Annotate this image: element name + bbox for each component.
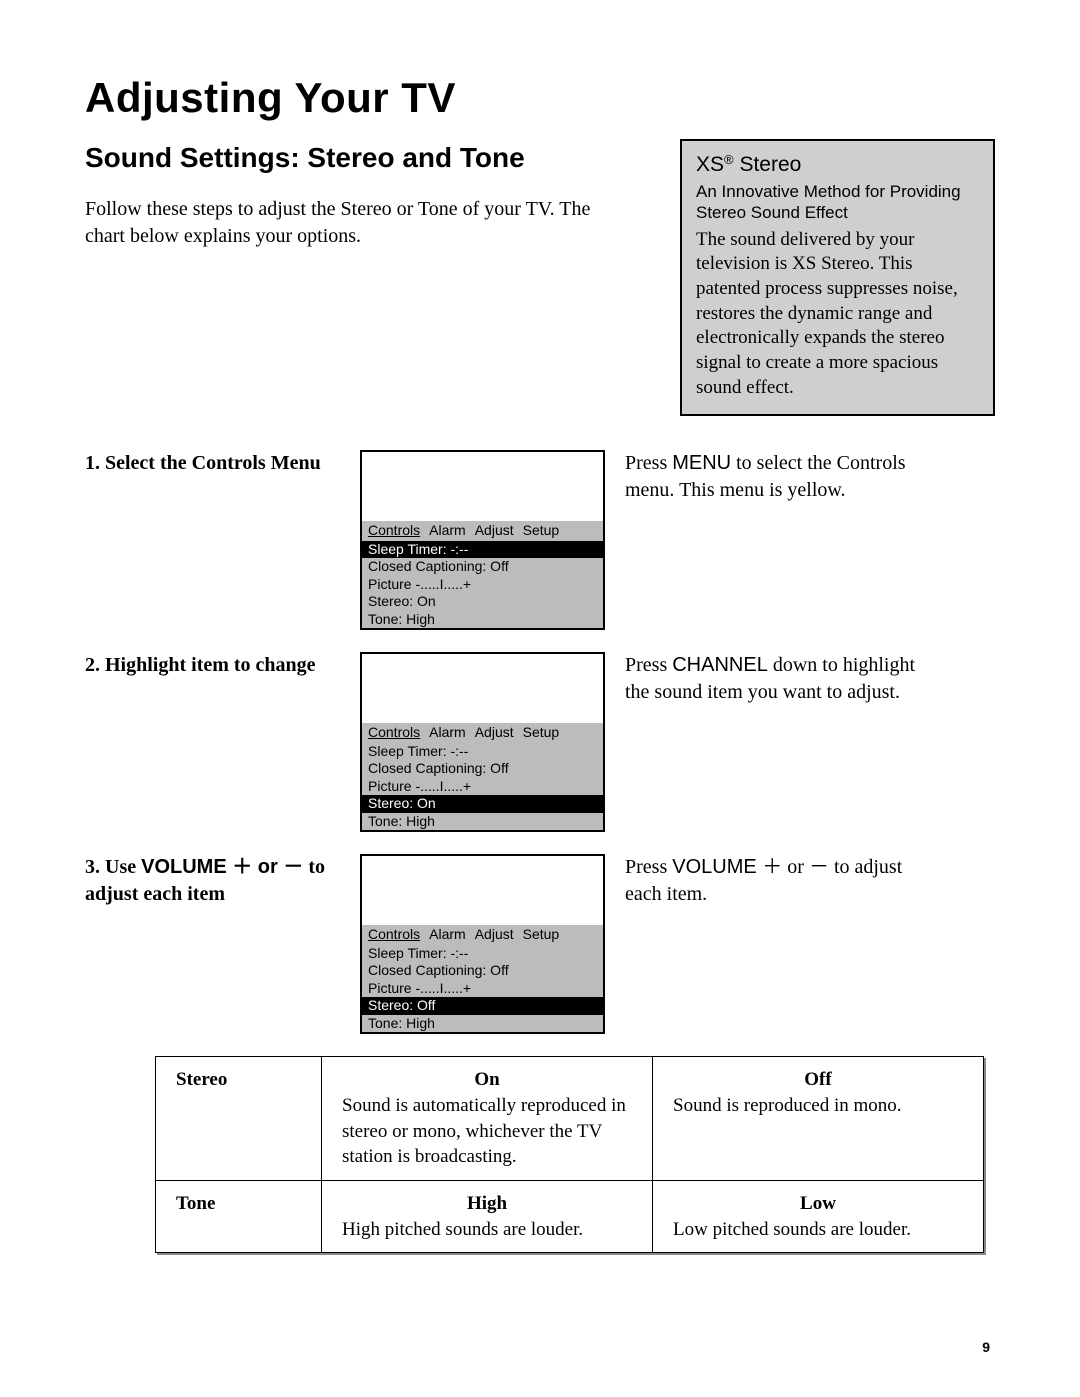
sidebar-title-pre: XS [696, 153, 724, 176]
registered-mark: ® [724, 152, 734, 167]
page-title: Adjusting Your TV [85, 70, 995, 127]
menu-line: Sleep Timer: -:-- [362, 945, 603, 963]
tv-menu: Controls Alarm Adjust Setup Sleep Timer:… [362, 723, 603, 830]
menu-line: Tone: High [362, 1015, 603, 1033]
menu-tab: Adjust [475, 522, 514, 540]
step-instruction: Press CHANNEL down to highlight the soun… [625, 652, 925, 832]
menu-tabs: Controls Alarm Adjust Setup [362, 723, 603, 743]
option-name: Stereo [176, 1069, 227, 1090]
menu-tab: Adjust [475, 926, 514, 944]
menu-line: Picture -.....I.....+ [362, 576, 603, 594]
step-label: 1. Select the Controls Menu [85, 450, 340, 630]
text: or [782, 856, 809, 878]
option-name: Tone [176, 1193, 215, 1214]
step-label: 3. Use VOLUME ＋ or － to adjust each item [85, 854, 340, 1034]
menu-line: Picture -.....I.....+ [362, 980, 603, 998]
menu-tab: Adjust [475, 724, 514, 742]
text: Press [625, 654, 672, 676]
step-row: 2. Highlight item to change Controls Ala… [85, 652, 995, 832]
menu-tab: Controls [368, 724, 420, 742]
tv-screen: Controls Alarm Adjust Setup Sleep Timer:… [360, 854, 605, 1034]
option-desc: Low pitched sounds are louder. [673, 1217, 963, 1243]
menu-line: Closed Captioning: Off [362, 760, 603, 778]
menu-line: Closed Captioning: Off [362, 558, 603, 576]
sidebar-title-post: Stereo [734, 153, 802, 176]
menu-tabs: Controls Alarm Adjust Setup [362, 521, 603, 541]
step-row: 3. Use VOLUME ＋ or － to adjust each item… [85, 854, 995, 1034]
option-value: High [467, 1193, 507, 1214]
step-row: 1. Select the Controls Menu Controls Ala… [85, 450, 995, 630]
menu-line: Sleep Timer: -:-- [362, 743, 603, 761]
subtitle: Sound Settings: Stereo and Tone [85, 139, 649, 177]
menu-tab: Alarm [429, 724, 466, 742]
button-ref: MENU [672, 452, 731, 474]
menu-line: Sleep Timer: -:-- [362, 541, 603, 559]
tv-menu: Controls Alarm Adjust Setup Sleep Timer:… [362, 925, 603, 1032]
menu-tab: Controls [368, 926, 420, 944]
button-ref: － [809, 856, 829, 878]
menu-tab: Setup [523, 724, 560, 742]
button-ref: VOLUME ＋ [672, 856, 782, 878]
step-label: 2. Highlight item to change [85, 652, 340, 832]
menu-tab: Alarm [429, 926, 466, 944]
menu-tabs: Controls Alarm Adjust Setup [362, 925, 603, 945]
menu-line: Closed Captioning: Off [362, 962, 603, 980]
menu-line: Tone: High [362, 813, 603, 831]
menu-tab: Alarm [429, 522, 466, 540]
tv-screen: Controls Alarm Adjust Setup Sleep Timer:… [360, 652, 605, 832]
option-desc: Sound is reproduced in mono. [673, 1093, 963, 1119]
sidebar-box: XS® Stereo An Innovative Method for Prov… [680, 139, 995, 417]
tv-screen: Controls Alarm Adjust Setup Sleep Timer:… [360, 450, 605, 630]
option-desc: High pitched sounds are louder. [342, 1217, 632, 1243]
menu-line: Picture -.....I.....+ [362, 778, 603, 796]
menu-line: Tone: High [362, 611, 603, 629]
text: Press [625, 452, 672, 474]
option-value: Off [804, 1069, 831, 1090]
menu-line: Stereo: On [362, 593, 603, 611]
page-number: 9 [982, 1338, 990, 1357]
text: Press [625, 856, 672, 878]
sidebar-body: The sound delivered by your television i… [696, 228, 979, 401]
menu-tab: Controls [368, 522, 420, 540]
step-instruction: Press MENU to select the Controls menu. … [625, 450, 925, 630]
text: 3. Use [85, 856, 141, 878]
option-value: On [474, 1069, 499, 1090]
menu-line: Stereo: On [362, 795, 603, 813]
options-table: Stereo On Sound is automatically reprodu… [155, 1056, 984, 1253]
menu-tab: Setup [523, 926, 560, 944]
table-row: Stereo On Sound is automatically reprodu… [156, 1057, 984, 1181]
tv-menu: Controls Alarm Adjust Setup Sleep Timer:… [362, 521, 603, 628]
sidebar-subheading: An Innovative Method for Providing Stere… [696, 181, 979, 224]
table-row: Tone High High pitched sounds are louder… [156, 1180, 984, 1252]
button-ref: CHANNEL [672, 654, 768, 676]
menu-tab: Setup [523, 522, 560, 540]
button-ref: VOLUME ＋ or － [141, 856, 303, 878]
intro-text: Follow these steps to adjust the Stereo … [85, 196, 605, 250]
step-instruction: Press VOLUME ＋ or － to adjust each item. [625, 854, 925, 1034]
sidebar-title: XS® Stereo [696, 151, 979, 179]
manual-page: Adjusting Your TV Sound Settings: Stereo… [0, 0, 1080, 1397]
option-value: Low [800, 1193, 836, 1214]
menu-line: Stereo: Off [362, 997, 603, 1015]
option-desc: Sound is automatically reproduced in ste… [342, 1093, 632, 1170]
